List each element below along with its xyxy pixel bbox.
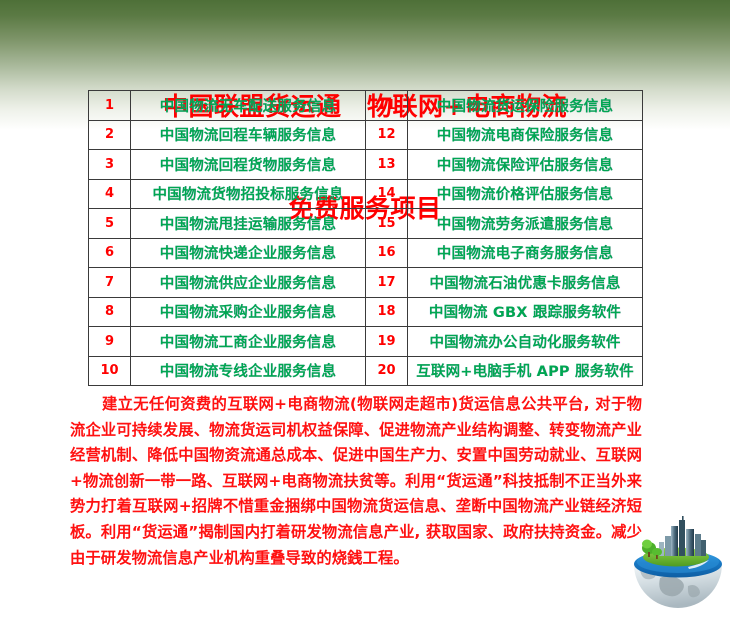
row-number: 2 — [88, 119, 131, 150]
row-number: 14 — [365, 178, 408, 209]
service-label[interactable]: 中国物流无车配送服务信息 — [130, 90, 366, 121]
row-number: 1 — [88, 90, 131, 121]
service-label[interactable]: 中国物流电子商务服务信息 — [407, 237, 643, 268]
table-row: 10 中国物流专线企业服务信息 20 互联网+电脑手机 APP 服务软件 — [88, 355, 643, 386]
service-label[interactable]: 中国物流回程车辆服务信息 — [130, 119, 366, 150]
row-number: 9 — [88, 326, 131, 357]
service-label[interactable]: 互联网+电脑手机 APP 服务软件 — [407, 355, 643, 386]
service-label[interactable]: 中国物流供应企业服务信息 — [130, 267, 366, 298]
service-label[interactable]: 中国物流石油优惠卡服务信息 — [407, 267, 643, 298]
table-body: 1 中国物流无车配送服务信息 11 中国物流货运保险服务信息 2 中国物流回程车… — [88, 90, 643, 386]
row-number: 20 — [365, 355, 408, 386]
service-label[interactable]: 中国物流快递企业服务信息 — [130, 237, 366, 268]
service-label[interactable]: 中国物流采购企业服务信息 — [130, 296, 366, 327]
service-label[interactable]: 中国物流劳务派遣服务信息 — [407, 208, 643, 239]
description-paragraph: 建立无任何资费的互联网+电商物流(物联网走超市)货运信息公共平台, 对于物流企业… — [70, 395, 642, 567]
table-row: 6 中国物流快递企业服务信息 16 中国物流电子商务服务信息 — [88, 237, 643, 268]
row-number: 6 — [88, 237, 131, 268]
tree-group — [642, 539, 662, 559]
table-row: 5 中国物流甩挂运输服务信息 15 中国物流劳务派遣服务信息 — [88, 208, 643, 239]
row-number: 5 — [88, 208, 131, 239]
service-label[interactable]: 中国物流甩挂运输服务信息 — [130, 208, 366, 239]
row-number: 3 — [88, 149, 131, 180]
row-number: 7 — [88, 267, 131, 298]
table-row: 2 中国物流回程车辆服务信息 12 中国物流电商保险服务信息 — [88, 119, 643, 150]
globe-water-glint — [688, 560, 709, 569]
table-row: 8 中国物流采购企业服务信息 18 中国物流 GBX 跟踪服务软件 — [88, 296, 643, 327]
service-items-table: 1 中国物流无车配送服务信息 11 中国物流货运保险服务信息 2 中国物流回程车… — [88, 90, 643, 386]
table-row: 3 中国物流回程货物服务信息 13 中国物流保险评估服务信息 — [88, 149, 643, 180]
service-label[interactable]: 中国物流专线企业服务信息 — [130, 355, 366, 386]
table-row: 4 中国物流货物招投标服务信息 14 中国物流价格评估服务信息 — [88, 178, 643, 209]
service-label[interactable]: 中国物流价格评估服务信息 — [407, 178, 643, 209]
row-number: 11 — [365, 90, 408, 121]
table-row: 1 中国物流无车配送服务信息 11 中国物流货运保险服务信息 — [88, 90, 643, 121]
service-label[interactable]: 中国物流 GBX 跟踪服务软件 — [407, 296, 643, 327]
row-number: 17 — [365, 267, 408, 298]
row-number: 15 — [365, 208, 408, 239]
row-number: 4 — [88, 178, 131, 209]
table-row: 9 中国物流工商企业服务信息 19 中国物流办公自动化服务软件 — [88, 326, 643, 357]
row-number: 19 — [365, 326, 408, 357]
service-label[interactable]: 中国物流货物招投标服务信息 — [130, 178, 366, 209]
row-number: 12 — [365, 119, 408, 150]
service-label[interactable]: 中国物流办公自动化服务软件 — [407, 326, 643, 357]
row-number: 10 — [88, 355, 131, 386]
earth-globe-icon — [634, 516, 722, 608]
row-number: 13 — [365, 149, 408, 180]
service-label[interactable]: 中国物流工商企业服务信息 — [130, 326, 366, 357]
row-number: 18 — [365, 296, 408, 327]
city-skyline — [659, 516, 706, 556]
table-row: 7 中国物流供应企业服务信息 17 中国物流石油优惠卡服务信息 — [88, 267, 643, 298]
service-label[interactable]: 中国物流回程货物服务信息 — [130, 149, 366, 180]
service-label[interactable]: 中国物流保险评估服务信息 — [407, 149, 643, 180]
row-number: 8 — [88, 296, 131, 327]
service-label[interactable]: 中国物流货运保险服务信息 — [407, 90, 643, 121]
row-number: 16 — [365, 237, 408, 268]
service-label[interactable]: 中国物流电商保险服务信息 — [407, 119, 643, 150]
